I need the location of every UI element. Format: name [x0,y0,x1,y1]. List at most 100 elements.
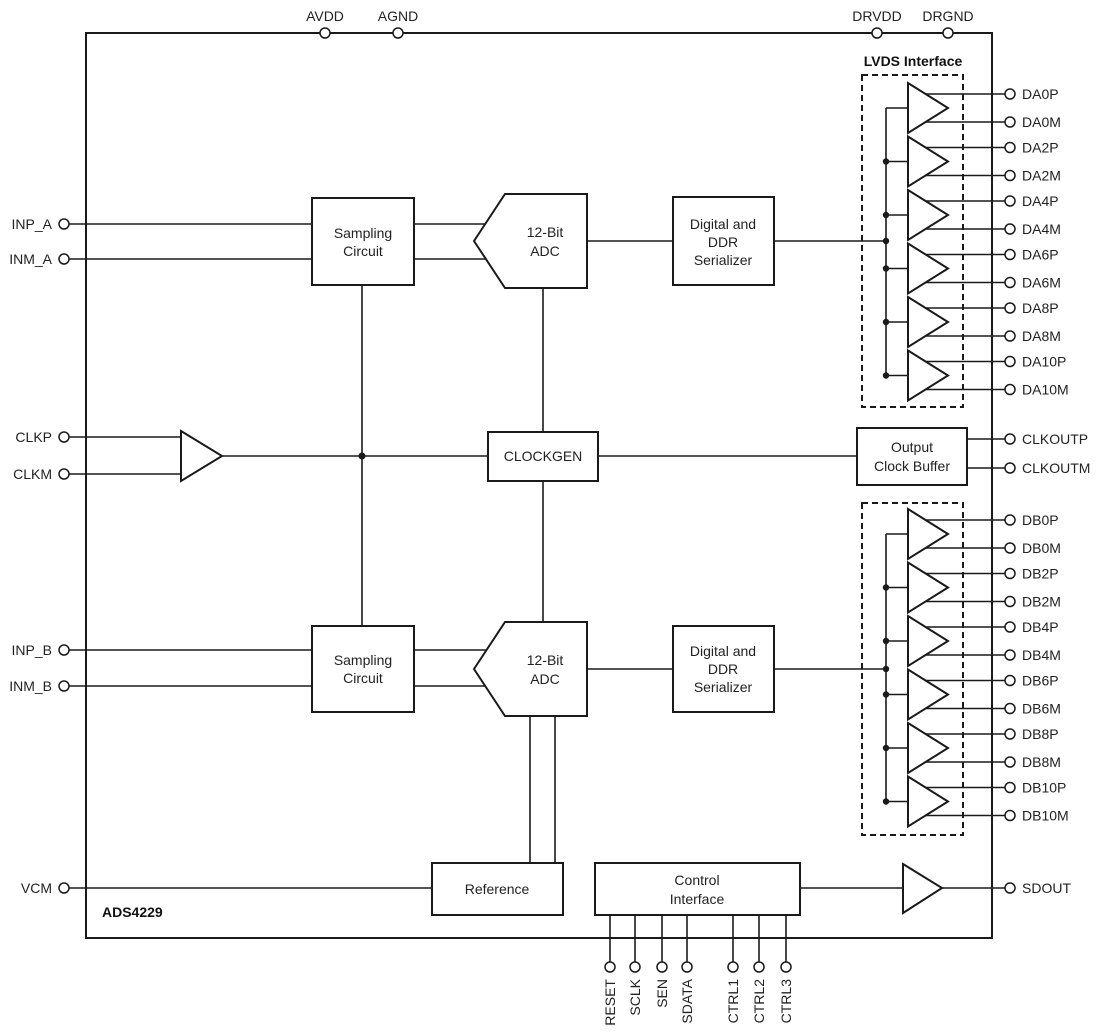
pin-db0m[interactable] [1004,542,1016,554]
pin-label: CLKOUTP [1022,431,1088,447]
adc-b: 12-Bit ADC [472,621,588,717]
pin-label: INP_A [12,216,53,232]
pin-label: CTRL2 [751,979,767,1024]
pin-db0p[interactable] [1004,514,1016,526]
lvds-driver [907,507,950,561]
pin-label: DA0P [1022,86,1059,102]
pin-sdata[interactable] [681,961,693,973]
pin-da10p[interactable] [1004,355,1016,368]
svg-text:Output: Output [891,439,933,455]
pin-vcm[interactable] [58,882,70,894]
lvds-interface-label: LVDS Interface [864,53,963,69]
pin-label: DRVDD [852,8,902,24]
pin-reset[interactable] [604,961,616,973]
pin-da4p[interactable] [1004,195,1016,207]
pin-sdout[interactable] [1004,882,1016,894]
pin-da2m[interactable] [1004,169,1016,182]
svg-text:Circuit: Circuit [343,243,383,259]
pin-avdd[interactable] [319,27,331,39]
pin-label: DA4M [1022,221,1061,237]
pin-agnd[interactable] [392,27,404,39]
pin-inm-b[interactable] [58,680,70,692]
pin-da10m[interactable] [1004,383,1016,396]
clock-input-buffer [180,429,224,483]
chip-outline [85,32,993,939]
pin-label: AGND [378,8,418,24]
pin-label: DB2M [1022,594,1061,610]
pin-clkoutp[interactable] [1004,433,1016,445]
pin-drvdd[interactable] [871,27,883,39]
pin-db10p[interactable] [1004,781,1016,794]
svg-text:12-Bit: 12-Bit [527,652,564,668]
pin-da8p[interactable] [1004,302,1016,314]
pin-inp-b[interactable] [58,644,70,656]
pin-label: DA0M [1022,114,1061,130]
pin-ctrl2[interactable] [753,961,765,973]
lvds-buffer-bank-lvds_b_pins [882,507,1005,829]
serializer-b: Digital and DDR Serializer [672,625,775,713]
pin-ctrl1[interactable] [727,961,739,973]
pin-label: DB0P [1022,512,1059,528]
lvds-driver [907,614,950,668]
pin-label: VCM [21,880,52,896]
sampling-circuit-b: Sampling Circuit [311,625,415,713]
pin-label: DA8P [1022,300,1059,316]
pin-label: DB4M [1022,647,1061,663]
pin-da6m[interactable] [1004,276,1016,289]
svg-text:Control: Control [674,872,719,888]
pin-label: DA2M [1022,168,1061,184]
adc-a: 12-Bit ADC [472,193,588,289]
lvds-driver [907,721,950,775]
pin-db4m[interactable] [1004,649,1016,661]
svg-text:Sampling: Sampling [334,652,392,668]
pin-da2p[interactable] [1004,141,1016,154]
lvds-interface-b [861,502,964,836]
pin-db8p[interactable] [1004,728,1016,740]
svg-text:Reference: Reference [465,881,530,897]
pin-label: AVDD [306,8,344,24]
sdout-buffer [902,862,944,915]
pin-label: DA6M [1022,275,1061,291]
svg-text:Digital and: Digital and [690,216,756,232]
pin-db6p[interactable] [1004,674,1016,687]
pin-label: DA10P [1022,354,1066,370]
pin-db2p[interactable] [1004,567,1016,580]
pin-clkm[interactable] [58,468,70,480]
pin-db4p[interactable] [1004,621,1016,633]
pin-label: CTRL1 [725,979,741,1024]
pin-inm-a[interactable] [58,253,70,265]
pin-clkp[interactable] [58,431,70,443]
device-name: ADS4229 [102,904,163,920]
pin-label: INM_A [9,251,52,267]
pin-ctrl3[interactable] [780,961,792,973]
pin-inp-a[interactable] [58,218,70,230]
pin-label: DB8P [1022,726,1059,742]
lvds-driver [907,774,950,829]
svg-text:Circuit: Circuit [343,670,383,686]
lvds-driver [907,667,950,722]
pin-db10m[interactable] [1004,809,1016,822]
pin-sen[interactable] [656,961,668,973]
pin-sclk[interactable] [629,961,641,973]
pin-da6p[interactable] [1004,248,1016,261]
pin-db6m[interactable] [1004,702,1016,715]
pin-label: DB10P [1022,780,1066,796]
pin-da4m[interactable] [1004,223,1016,235]
pin-db2m[interactable] [1004,595,1016,608]
pin-da0p[interactable] [1004,88,1016,100]
pin-label: CLKP [15,429,52,445]
pin-label: DB4P [1022,619,1059,635]
pin-db8m[interactable] [1004,756,1016,768]
pin-label: RESET [602,979,618,1026]
pin-label: CLKOUTM [1022,460,1090,476]
pin-clkoutm[interactable] [1004,462,1016,474]
pin-label: SDOUT [1022,880,1071,896]
pin-label: SDATA [679,978,695,1023]
pin-drgnd[interactable] [942,27,954,39]
lvds-driver [907,241,950,296]
pin-da0m[interactable] [1004,116,1016,128]
pin-label: INM_B [9,678,52,694]
svg-text:DDR: DDR [708,234,738,250]
pin-da8m[interactable] [1004,330,1016,342]
pin-label: DB8M [1022,754,1061,770]
